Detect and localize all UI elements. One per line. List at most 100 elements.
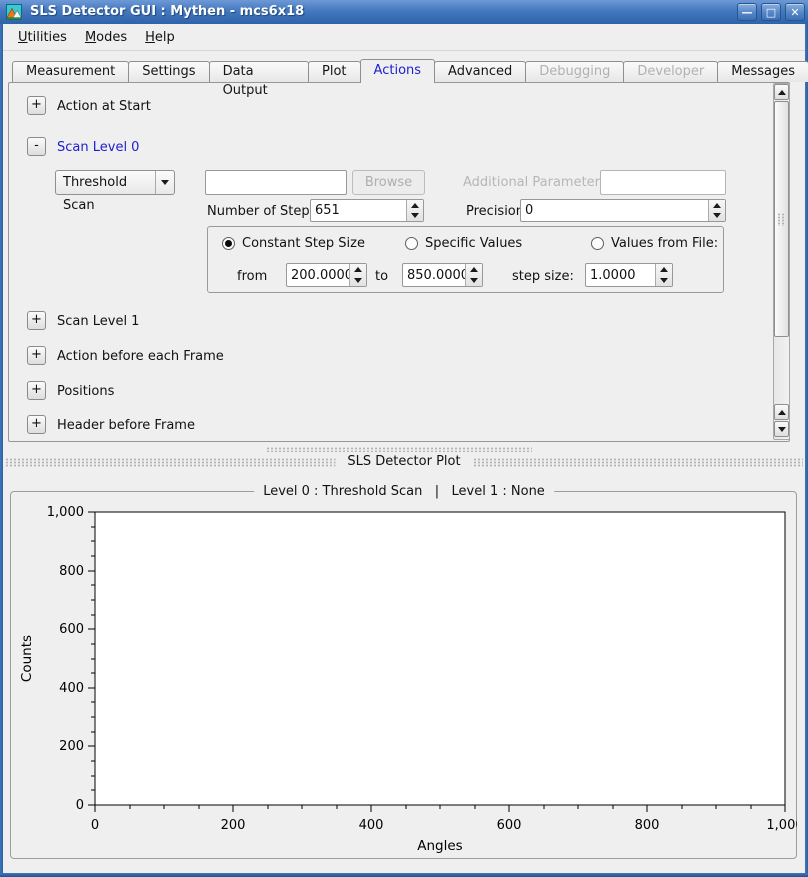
menu-item-help[interactable]: Help [136,27,184,48]
svg-text:Angles: Angles [417,838,462,854]
minimize-button[interactable]: — [737,3,757,21]
scrollbar-grip-icon [777,212,786,226]
tab-advanced[interactable]: Advanced [434,61,527,82]
tab-data-output[interactable]: Data Output [208,61,310,98]
svg-text:800: 800 [59,564,84,579]
menu-item-modes[interactable]: Modes [76,27,136,48]
svg-text:0: 0 [76,798,84,813]
svg-text:Counts: Counts [19,635,35,682]
window-frame-bottom [0,873,808,877]
menu-item-utilities[interactable]: Utilities [9,27,76,48]
spin-up-button[interactable] [466,264,482,275]
tab-settings[interactable]: Settings [128,61,210,82]
radio-label: Constant Step Size [242,236,365,251]
radio-label: Values from File: [611,236,719,251]
radio-selected-icon [222,237,235,250]
toggle-scan-level-1[interactable]: + [27,311,46,330]
svg-text:1,000: 1,000 [47,505,84,520]
actions-pane [8,82,790,442]
close-button[interactable]: ✕ [785,3,805,21]
precision-value: 0 [525,203,534,218]
precision-spinbox[interactable]: 0 [520,199,726,222]
menu-label: odes [96,29,128,45]
toggle-scan-level-0[interactable]: - [27,137,46,156]
step-mode-groupbox [207,226,724,293]
radio-constant-step-size[interactable]: Constant Step Size [222,236,365,251]
dock-title: SLS Detector Plot [335,454,473,469]
positions-label: Positions [57,384,115,399]
radio-icon [591,237,604,250]
svg-text:1,000: 1,000 [766,818,797,833]
arrow-down-icon [777,426,786,432]
radio-values-from-file[interactable]: Values from File: [591,236,718,251]
tab-bar: Measurement Settings Data Output Plot Ac… [12,59,808,98]
menu-accel: H [145,29,155,45]
step-size-value: 1.0000 [590,267,636,283]
arrow-up-icon [777,409,786,415]
spin-down-button[interactable] [656,275,672,286]
tab-developer: Developer [623,61,719,82]
arrow-up-icon [777,89,786,95]
tab-plot[interactable]: Plot [308,61,361,82]
close-icon: ✕ [790,5,800,19]
toggle-action-at-start[interactable]: + [27,96,46,115]
to-label: to [375,269,389,284]
additional-parameter-input [600,170,726,195]
vertical-scrollbar[interactable] [773,83,790,440]
scroll-up-button-secondary[interactable] [774,404,789,420]
minimize-icon: — [741,5,753,19]
plot-title: Level 0 : Threshold Scan | Level 1 : Non… [254,484,554,499]
spin-down-button[interactable] [466,275,482,286]
tab-actions[interactable]: Actions [359,59,436,83]
menu-accel: M [84,29,97,45]
spin-up-button[interactable] [656,264,672,275]
spin-up-button[interactable] [407,200,423,211]
toggle-action-before-each-frame[interactable]: + [27,346,46,365]
maximize-icon: □ [765,5,777,19]
from-label: from [237,269,268,284]
tab-messages[interactable]: Messages [717,61,808,82]
spin-up-button[interactable] [709,200,725,211]
from-spinbox[interactable]: 200.0000 [286,263,367,287]
window-frame-left [0,24,3,873]
svg-text:200: 200 [221,818,246,833]
number-of-steps-spinbox[interactable]: 651 [310,199,424,222]
scan-script-input[interactable] [205,170,347,195]
menu-label: elp [154,29,175,45]
scan-mode-value: Threshold Scan [63,175,128,213]
scan-level-1-label: Scan Level 1 [57,314,140,329]
svg-text:0: 0 [91,818,99,833]
svg-text:600: 600 [497,818,522,833]
maximize-button[interactable]: □ [761,3,781,21]
scan-level-0-label: Scan Level 0 [57,140,140,155]
to-spinbox[interactable]: 850.0000 [402,263,483,287]
svg-text:600: 600 [59,622,84,637]
svg-text:400: 400 [359,818,384,833]
radio-specific-values[interactable]: Specific Values [405,236,522,251]
spin-down-button[interactable] [350,275,366,286]
number-of-steps-value: 651 [315,203,340,218]
from-value: 200.0000 [291,267,349,283]
additional-parameter-label: Additional Parameter: [463,175,605,190]
radio-icon [405,237,418,250]
toggle-header-before-frame[interactable]: + [27,415,46,434]
app-icon [6,4,22,20]
scroll-down-button[interactable] [774,421,789,437]
action-at-start-label: Action at Start [57,99,151,114]
spin-up-button[interactable] [350,264,366,275]
chevron-down-icon [155,171,174,194]
tab-measurement[interactable]: Measurement [12,61,130,82]
toggle-positions[interactable]: + [27,381,46,400]
scroll-up-button[interactable] [774,84,789,100]
number-of-steps-label: Number of Steps: [207,204,321,219]
spin-down-button[interactable] [407,211,423,222]
title-bar: SLS Detector GUI : Mythen - mcs6x18 — □ … [0,0,808,24]
splitter-handle[interactable] [266,447,532,452]
spin-down-button[interactable] [709,211,725,222]
svg-text:800: 800 [635,818,660,833]
scan-mode-select[interactable]: Threshold Scan [55,170,175,213]
scrollbar-thumb[interactable] [774,101,789,337]
menu-accel: U [18,29,28,45]
step-size-spinbox[interactable]: 1.0000 [585,263,673,287]
